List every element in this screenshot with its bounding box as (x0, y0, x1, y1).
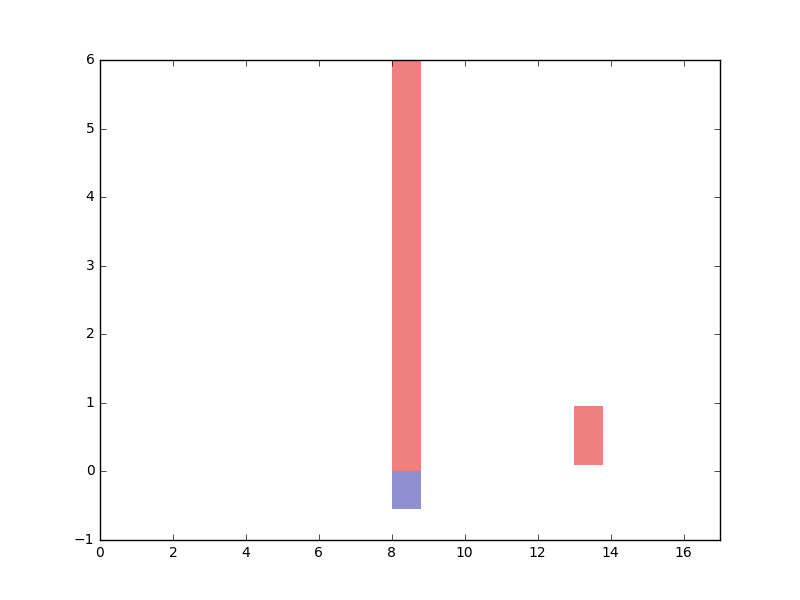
Bar (392, 472, 421, 509)
Bar (392, 60, 421, 472)
Bar (574, 406, 603, 464)
